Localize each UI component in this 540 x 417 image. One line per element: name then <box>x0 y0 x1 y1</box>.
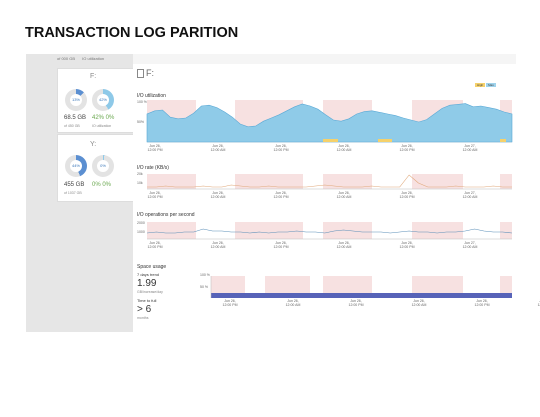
space-usage-title: Space usage <box>137 264 167 270</box>
used-sub: of 1037 GB <box>64 191 82 195</box>
main-header-label: F: <box>146 68 154 78</box>
time-tick-label: Jun 26, 12:00 PM <box>147 191 163 199</box>
io-value: 42% 0% <box>92 115 115 121</box>
time-tick-label: Jun 26, 12:00 PM <box>273 241 289 249</box>
io-pct: 0% <box>97 160 109 172</box>
time-tick-label: Jun 26, 12:00 AM <box>336 241 352 249</box>
drive-label: Y: <box>90 141 97 148</box>
used-value: 455 GB <box>64 182 85 188</box>
io-pct: 42% <box>97 94 109 106</box>
drive-card-f[interactable]: F: 13% 42% 68.5 GB 42% 0% of 450 GB IO u… <box>57 68 134 133</box>
time-tick-label: Jun 26, 12:00 PM <box>399 241 415 249</box>
chart-title-io-rate: I/O rate (KB/s) <box>137 165 169 171</box>
time-tick-label: Jun 27, 12:00 AM <box>462 241 478 249</box>
io-utilization-donut: 0% <box>92 155 114 177</box>
time-tick-label: Jun 26, 12:00 PM <box>147 241 163 249</box>
drive-card-y[interactable]: Y: 44% 0% 455 GB 0% 0% of 1037 GB <box>57 134 134 202</box>
used-pct: 13% <box>70 94 82 106</box>
y-max-label: 100 % <box>137 100 147 104</box>
time-tick-label: Jun 26, 12:00 AM <box>336 144 352 152</box>
time-tick-label: Jun 26, 12:00 AM <box>210 144 226 152</box>
time-tick-label: Jun 27, 12:00 AM <box>537 299 540 307</box>
time-tick-label: Jun 26, 12:00 PM <box>399 144 415 152</box>
sidebar-top-right: IO utilization <box>82 56 105 61</box>
chart-title-iops: I/O operations per second <box>137 212 195 218</box>
time-tick-label: Jun 27, 12:00 AM <box>462 144 478 152</box>
y-max-label: 20k <box>137 172 143 176</box>
drive-icon <box>137 69 144 79</box>
used-value: 68.5 GB <box>64 115 87 121</box>
time-tick-label: Jun 26, 12:00 AM <box>411 299 427 307</box>
time-tick-label: Jun 26, 12:00 PM <box>474 299 490 307</box>
y-mid-label: 50% <box>137 120 145 124</box>
chart-title-io-utilization: I/O utilization <box>137 93 166 99</box>
io-sub: IO utilization <box>92 124 112 128</box>
space-y-top: 100 % <box>200 273 210 277</box>
used-pct: 44% <box>70 160 82 172</box>
main-header: F: <box>137 68 154 79</box>
drive-label: F: <box>90 73 97 80</box>
legend-max[interactable]: Max <box>486 83 496 87</box>
legend-high[interactable]: High <box>475 83 486 87</box>
used-space-donut: 13% <box>65 89 87 111</box>
used-sub: of 450 GB <box>64 124 80 128</box>
days-trend-label: 7 days trend <box>137 272 160 277</box>
y-mid-label: 1000 <box>137 230 145 234</box>
sidebar-top-summary: of 000 GB IO utilization <box>57 56 110 61</box>
time-tick-label: Jun 26, 12:00 AM <box>210 241 226 249</box>
io-utilization-donut: 42% <box>92 89 114 111</box>
space-y-mid: 50 % <box>200 285 208 289</box>
y-mid-label: 10k <box>137 181 143 185</box>
time-tick-label: Jun 26, 12:00 AM <box>285 299 301 307</box>
sidebar-top-left: of 000 GB <box>57 56 76 61</box>
days-trend-unit: GB/increase/day <box>137 290 163 294</box>
time-tick-label: Jun 26, 12:00 PM <box>273 191 289 199</box>
used-space-donut: 44% <box>65 155 87 177</box>
time-tick-label: Jun 26, 12:00 PM <box>273 144 289 152</box>
time-tick-label: Jun 26, 12:00 PM <box>147 144 163 152</box>
time-tick-label: Jun 27, 12:00 AM <box>462 191 478 199</box>
time-to-full-value: > 6 <box>137 304 152 315</box>
io-value: 0% 0% <box>92 182 112 188</box>
days-trend-value: 1.99 <box>137 278 157 289</box>
time-tick-label: Jun 26, 12:00 PM <box>348 299 364 307</box>
time-tick-label: Jun 26, 12:00 AM <box>210 191 226 199</box>
time-to-full-label: Time to full <box>137 298 157 303</box>
time-tick-label: Jun 26, 12:00 PM <box>222 299 238 307</box>
time-tick-label: Jun 26, 12:00 AM <box>336 191 352 199</box>
slide-title: TRANSACTION LOG PARITION <box>25 25 239 41</box>
time-tick-label: Jun 26, 12:00 PM <box>399 191 415 199</box>
chart-legend: High Max <box>474 83 496 87</box>
time-to-full-unit: months <box>137 316 149 320</box>
y-max-label: 2000 <box>137 221 145 225</box>
